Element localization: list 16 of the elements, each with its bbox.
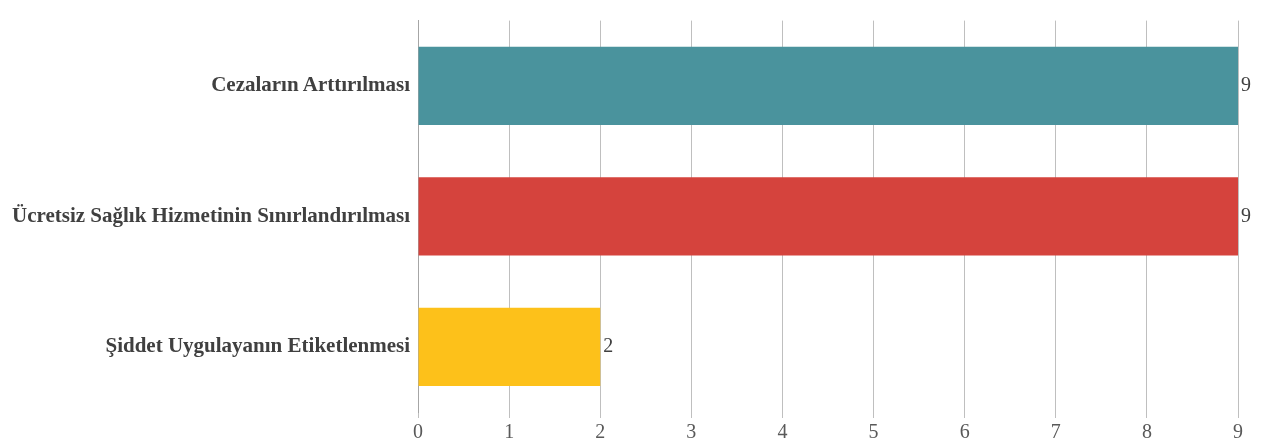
x-tick-label: 9 [1233, 420, 1243, 443]
x-tick-label: 5 [868, 420, 879, 443]
y-tick-label: Ücretsiz Sağlık Hizmetinin Sınırlandırılması [11, 202, 411, 227]
y-tick-label: Şiddet Uygulayanın Etiketlenmesi [105, 333, 411, 358]
x-tick-label: 1 [504, 420, 515, 443]
data-label: 9 [1241, 73, 1251, 96]
x-tick-label: 6 [959, 420, 970, 443]
x-tick-label: 4 [777, 420, 788, 443]
x-tick-label: 2 [595, 420, 606, 443]
data-label: 9 [1241, 203, 1251, 226]
data-label: 2 [603, 334, 614, 357]
x-tick-label: 7 [1050, 420, 1061, 443]
x-tick-label: 0 [413, 420, 424, 443]
x-tick-label: 8 [1141, 420, 1152, 443]
x-tick-label: 3 [686, 420, 697, 443]
y-tick-label: Cezaların Arttırılması [211, 72, 411, 97]
